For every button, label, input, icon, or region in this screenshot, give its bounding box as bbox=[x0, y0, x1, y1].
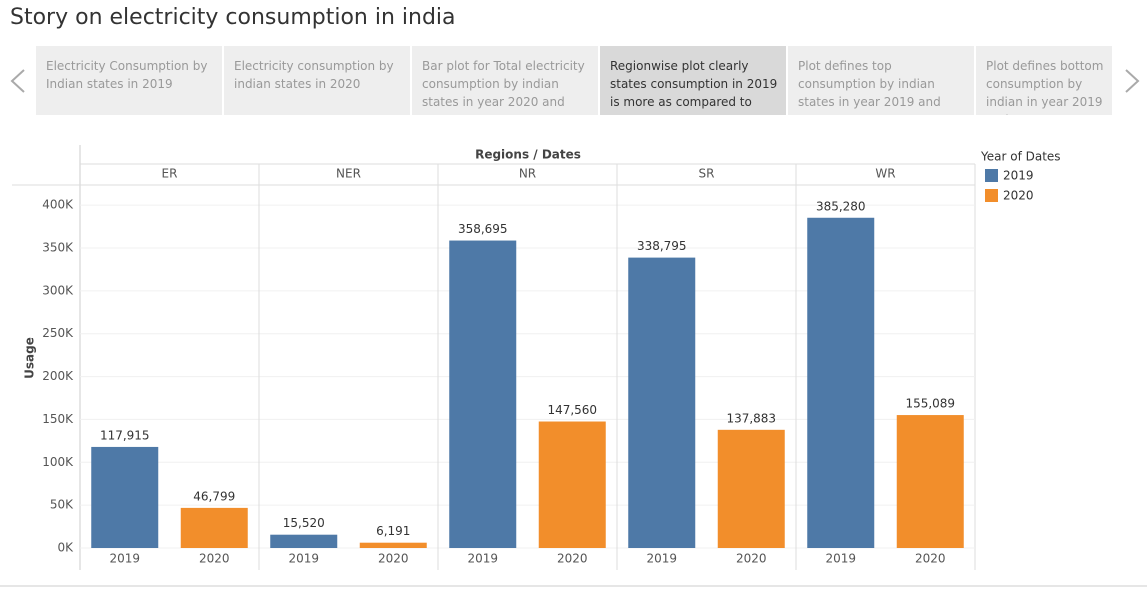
region-label: NER bbox=[336, 167, 361, 181]
x-tick-label: 2019 bbox=[288, 552, 319, 566]
region-label: SR bbox=[699, 167, 715, 181]
story-point[interactable]: Plot defines top consumption by indian s… bbox=[788, 46, 974, 115]
y-tick-label: 50K bbox=[50, 498, 74, 512]
value-label: 338,795 bbox=[637, 239, 687, 253]
value-label: 385,280 bbox=[816, 199, 866, 213]
bar bbox=[359, 542, 427, 548]
legend-swatch bbox=[985, 189, 998, 202]
story-point[interactable]: Regionwise plot clearly states consumpti… bbox=[600, 46, 786, 115]
y-tick-label: 100K bbox=[42, 455, 74, 469]
next-arrow[interactable] bbox=[1125, 69, 1140, 93]
x-tick-label: 2020 bbox=[557, 552, 588, 566]
story-title: Story on electricity consumption in indi… bbox=[10, 5, 456, 30]
value-label: 6,191 bbox=[376, 524, 410, 538]
x-tick-label: 2020 bbox=[736, 552, 767, 566]
x-tick-label: 2019 bbox=[646, 552, 677, 566]
x-tick-label: 2019 bbox=[467, 552, 498, 566]
story-point[interactable]: Electricity consumption by indian states… bbox=[224, 46, 410, 115]
bar bbox=[717, 429, 785, 548]
bar bbox=[896, 415, 964, 548]
value-label: 117,915 bbox=[100, 428, 150, 442]
value-label: 358,695 bbox=[458, 222, 508, 236]
y-axis-label: Usage bbox=[23, 337, 37, 379]
x-tick-label: 2020 bbox=[378, 552, 409, 566]
bar bbox=[91, 446, 159, 548]
x-tick-label: 2020 bbox=[915, 552, 946, 566]
x-tick-label: 2019 bbox=[109, 552, 140, 566]
bar bbox=[449, 240, 517, 548]
story-point[interactable]: Electricity Consumption by Indian states… bbox=[36, 46, 222, 115]
bar bbox=[628, 257, 696, 548]
story-point[interactable]: Bar plot for Total electricity consumpti… bbox=[412, 46, 598, 115]
legend-swatch bbox=[985, 169, 998, 182]
region-label: WR bbox=[875, 167, 895, 181]
bar bbox=[270, 534, 338, 548]
y-tick-label: 350K bbox=[42, 241, 74, 255]
value-label: 155,089 bbox=[905, 397, 955, 411]
y-tick-label: 400K bbox=[42, 198, 74, 212]
x-tick-label: 2019 bbox=[825, 552, 856, 566]
value-label: 137,883 bbox=[726, 411, 776, 425]
bar bbox=[807, 217, 875, 548]
value-label: 46,799 bbox=[193, 489, 235, 503]
bar bbox=[538, 421, 606, 548]
y-tick-label: 200K bbox=[42, 369, 74, 383]
prev-arrow[interactable] bbox=[10, 69, 25, 93]
x-tick-label: 2020 bbox=[199, 552, 230, 566]
y-tick-label: 250K bbox=[42, 326, 74, 340]
column-header: Regions / Dates bbox=[475, 148, 581, 162]
legend-label: 2020 bbox=[1003, 189, 1034, 203]
story-point[interactable]: Plot defines bottom consumption by india… bbox=[976, 46, 1112, 115]
y-tick-label: 300K bbox=[42, 283, 74, 297]
region-label: ER bbox=[162, 167, 178, 181]
bar bbox=[180, 507, 248, 548]
region-label: NR bbox=[519, 167, 536, 181]
y-tick-label: 0K bbox=[57, 541, 74, 555]
y-tick-label: 150K bbox=[42, 412, 74, 426]
legend-title: Year of Dates bbox=[980, 150, 1061, 164]
value-label: 147,560 bbox=[547, 403, 597, 417]
value-label: 15,520 bbox=[283, 516, 325, 530]
legend-label: 2019 bbox=[1003, 169, 1034, 183]
